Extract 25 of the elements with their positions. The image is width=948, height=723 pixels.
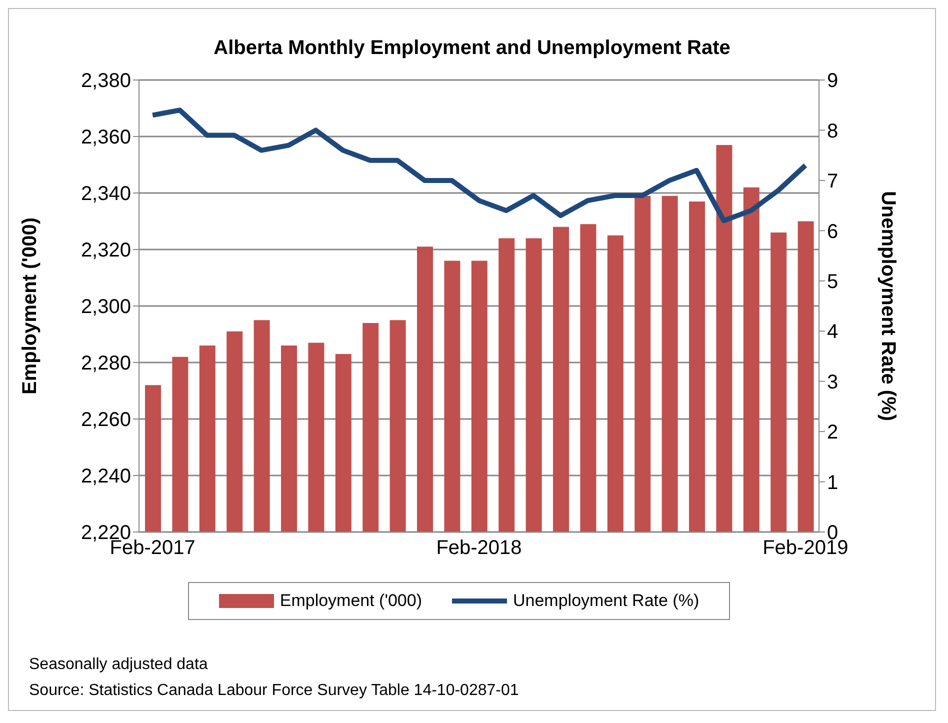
source-note: Source: Statistics Canada Labour Force Survey Table 14-10-0287-01 — [29, 681, 519, 701]
y2-tick-label: 5 — [827, 270, 838, 293]
y2-tick-label: 4 — [827, 321, 838, 344]
legend-label: Employment ('000) — [280, 591, 422, 611]
y2-tick-label: 6 — [827, 220, 838, 243]
y2-axis-title: Unemployment Rate (%) — [876, 190, 899, 422]
legend-label: Unemployment Rate (%) — [513, 591, 700, 611]
y2-tick-label: 9 — [827, 70, 838, 92]
y-tick-label: 2,320 — [80, 240, 131, 262]
y-tick-label: 2,260 — [80, 409, 131, 432]
x-tick-label: Feb-2018 — [436, 537, 522, 560]
y-axis-title: Employment ('000) — [19, 217, 42, 395]
y2-tick-label: 7 — [827, 170, 838, 193]
y-tick-label: 2,240 — [80, 466, 131, 488]
y-tick-label: 2,380 — [80, 70, 131, 92]
y2-tick-label: 2 — [827, 422, 838, 444]
text: Seasonally adjusted data — [29, 655, 209, 675]
y-tick-label: 2,300 — [80, 296, 131, 318]
y2-tick-label: 1 — [827, 472, 838, 494]
y-tick-label: 2,340 — [80, 183, 131, 206]
chart-title: Alberta Monthly Employment and Unemployment Rate — [212, 37, 732, 60]
y2-tick-label: 3 — [827, 371, 838, 394]
y2-tick-label: 8 — [827, 120, 838, 142]
y-tick-label: 2,280 — [80, 352, 131, 375]
y-tick-label: 2,360 — [80, 126, 131, 149]
